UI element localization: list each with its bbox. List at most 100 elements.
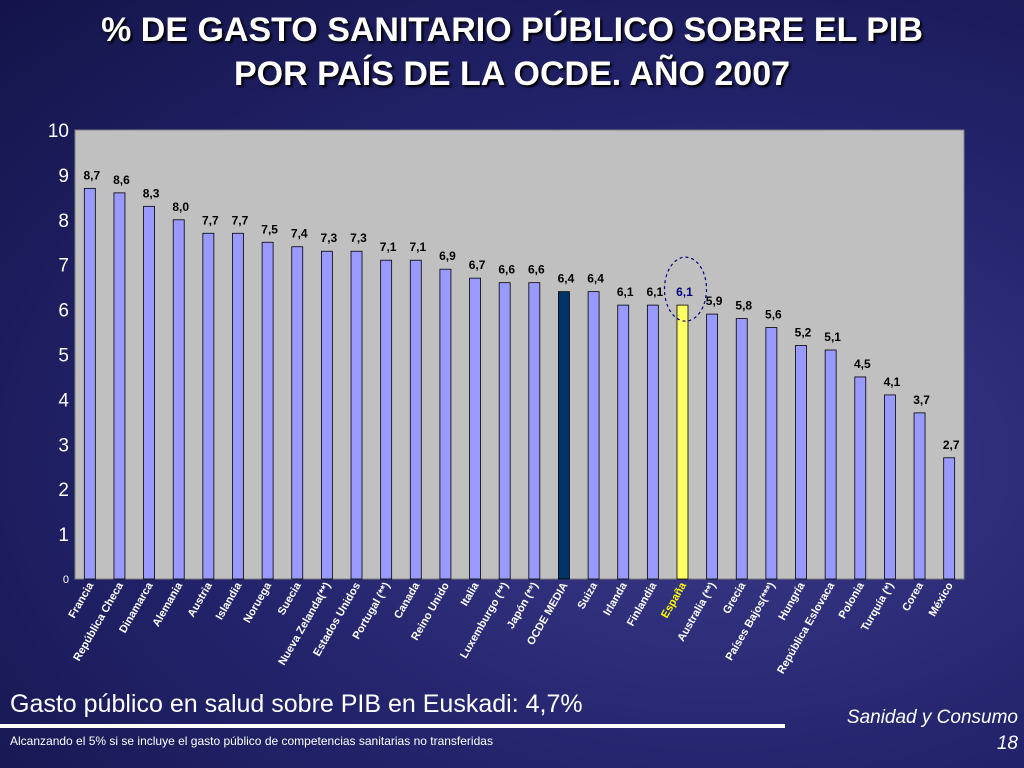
bar: [439, 268, 452, 580]
y-tick-label: 0: [63, 574, 69, 586]
plot-area: [74, 129, 965, 580]
category-label: Suecia: [276, 580, 305, 617]
data-label: 5,6: [765, 308, 782, 322]
bar: [320, 250, 333, 580]
bar: [676, 304, 689, 580]
y-tick-label: 10: [48, 121, 69, 142]
category-label: Nueva Zelanda(**): [276, 580, 333, 667]
y-tick-label: 6: [58, 301, 69, 322]
bar: [143, 205, 155, 580]
category-label: Polonia: [837, 580, 868, 621]
data-label: 6,7: [469, 258, 486, 272]
category-label: Suiza: [575, 580, 600, 612]
bar: [498, 282, 511, 580]
data-label: 7,1: [380, 240, 397, 254]
data-label: 5,8: [735, 299, 752, 313]
data-label: 3,7: [913, 393, 930, 407]
euskadi-note: Gasto público en salud sobre PIB en Eusk…: [10, 690, 583, 718]
bar: [558, 291, 570, 580]
category-label: Grecia: [721, 580, 749, 616]
data-label: 7,7: [202, 213, 219, 227]
bar: [824, 349, 837, 580]
data-label: 8,6: [113, 173, 130, 187]
bar: [854, 376, 867, 580]
data-label: 6,6: [528, 263, 545, 277]
category-label: Noruega: [242, 580, 275, 625]
data-label: 5,1: [824, 330, 841, 344]
y-tick-label: 2: [58, 480, 69, 501]
y-tick-label: 9: [58, 166, 69, 187]
y-tick-label: 5: [58, 346, 69, 367]
title-line-2: POR PAÍS DE LA OCDE. AÑO 2007: [233, 55, 791, 93]
category-label: Canada: [392, 580, 423, 621]
data-label: 6,4: [558, 272, 575, 286]
page-number: 18: [996, 733, 1018, 754]
divider-line: [0, 724, 785, 728]
bar: [795, 345, 807, 580]
data-label: 5,2: [795, 326, 812, 340]
data-label: 7,7: [232, 213, 249, 227]
data-label: 8,3: [143, 186, 160, 200]
category-label: Finlandia: [625, 580, 660, 629]
bar: [291, 246, 304, 580]
data-label: 8,7: [83, 168, 100, 182]
data-label: 6,4: [587, 272, 604, 286]
category-label: Corea: [900, 580, 926, 614]
category-label: República Eslovaca: [775, 580, 837, 676]
bar: [943, 457, 956, 580]
bar: [913, 412, 926, 580]
y-tick-label: 3: [58, 435, 69, 456]
bar: [202, 232, 215, 580]
category-label: Hungría: [776, 580, 808, 623]
data-label: 7,3: [321, 231, 338, 245]
category-label: Austria: [186, 580, 216, 620]
bar: [528, 282, 541, 580]
bar: [706, 313, 719, 580]
spain-highlight-circle: [663, 256, 708, 322]
category-label: México: [927, 580, 956, 619]
data-label: 2,7: [943, 438, 960, 452]
data-label: 4,1: [884, 375, 901, 389]
bar: [350, 250, 363, 580]
y-tick-label: 4: [58, 390, 69, 411]
bar: [646, 304, 659, 580]
chart-title: % DE GASTO SANITARIO PÚBLICO SOBRE EL PI…: [0, 8, 1024, 96]
category-label: Alemania: [150, 580, 185, 629]
bar: [617, 304, 630, 580]
bar: [587, 291, 600, 580]
title-line-1: % DE GASTO SANITARIO PÚBLICO SOBRE EL PI…: [101, 11, 923, 49]
bar: [232, 232, 244, 580]
bar: [83, 187, 96, 580]
bar: [735, 318, 748, 580]
data-label: 6,9: [439, 249, 456, 263]
category-label: España: [659, 580, 689, 621]
data-label: 7,3: [350, 231, 367, 245]
data-label: 6,6: [498, 263, 515, 277]
y-tick-label: 7: [58, 256, 69, 277]
bar: [261, 241, 274, 580]
data-label: 7,5: [261, 222, 278, 236]
data-label: 5,9: [706, 294, 723, 308]
bar: [884, 394, 896, 580]
bar: [113, 192, 126, 580]
bar: [380, 259, 393, 580]
category-label: Islandia: [214, 580, 245, 622]
category-label: Italia: [459, 580, 482, 608]
section-name: Sanidad y Consumo: [846, 707, 1018, 728]
data-label: 6,1: [676, 285, 693, 299]
footnote: Alcanzando el 5% si se incluye el gasto …: [10, 734, 493, 748]
data-label: 7,1: [409, 240, 426, 254]
data-label: 7,4: [291, 227, 308, 241]
bar: [409, 259, 422, 580]
data-label: 4,5: [854, 357, 871, 371]
category-label: Irlanda: [601, 580, 630, 618]
bar: [469, 277, 481, 580]
bar: [765, 327, 778, 580]
data-label: 8,0: [172, 200, 189, 214]
data-label: 6,1: [617, 285, 634, 299]
bar: [172, 219, 185, 580]
category-label: Francia: [66, 580, 96, 621]
y-tick-label: 1: [58, 525, 69, 546]
data-label: 6,1: [647, 285, 664, 299]
